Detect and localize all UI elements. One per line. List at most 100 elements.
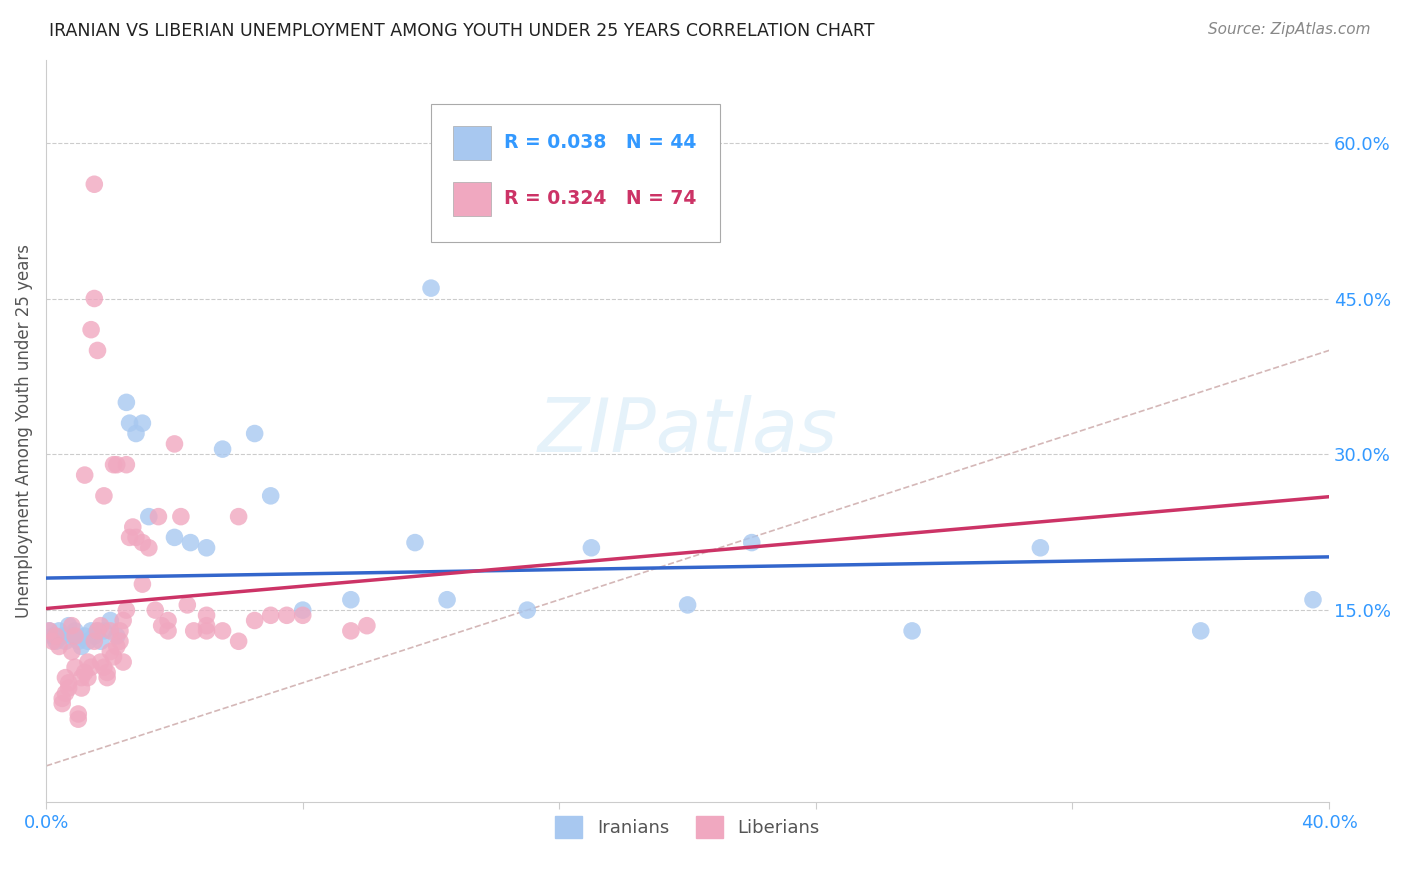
Point xyxy=(98,624,121,638)
Point xyxy=(105,640,128,654)
Point xyxy=(228,634,250,648)
Point xyxy=(112,655,135,669)
Point xyxy=(211,442,233,456)
Point xyxy=(125,530,148,544)
Point xyxy=(176,598,198,612)
Point xyxy=(131,535,153,549)
Point xyxy=(67,706,90,721)
Point xyxy=(195,618,218,632)
Text: R = 0.038   N = 44: R = 0.038 N = 44 xyxy=(505,133,696,153)
Point xyxy=(60,629,83,643)
Point xyxy=(103,458,125,472)
Point xyxy=(98,645,121,659)
Point xyxy=(67,712,90,726)
Point xyxy=(121,520,143,534)
Point xyxy=(901,624,924,638)
Point xyxy=(115,458,138,472)
Point xyxy=(1302,592,1324,607)
Point xyxy=(73,468,96,483)
Point xyxy=(41,634,63,648)
Point xyxy=(70,671,93,685)
Point xyxy=(131,577,153,591)
Point xyxy=(131,416,153,430)
Point xyxy=(98,614,121,628)
Point xyxy=(51,629,73,643)
Point xyxy=(228,509,250,524)
Point xyxy=(60,645,83,659)
Point xyxy=(1189,624,1212,638)
Point xyxy=(1029,541,1052,555)
Point xyxy=(108,624,131,638)
Point xyxy=(80,624,103,638)
Point xyxy=(143,603,166,617)
Point xyxy=(291,603,314,617)
Point xyxy=(55,686,77,700)
Point xyxy=(83,178,105,192)
Point xyxy=(93,624,115,638)
Point xyxy=(51,691,73,706)
Point xyxy=(356,618,378,632)
Point xyxy=(60,618,83,632)
Point xyxy=(676,598,699,612)
Point xyxy=(70,640,93,654)
Point xyxy=(58,675,80,690)
Point xyxy=(581,541,603,555)
Point xyxy=(157,614,180,628)
Y-axis label: Unemployment Among Youth under 25 years: Unemployment Among Youth under 25 years xyxy=(15,244,32,618)
Point xyxy=(516,603,538,617)
Point xyxy=(77,634,100,648)
Point xyxy=(260,489,283,503)
Point xyxy=(195,608,218,623)
Text: ZIPatlas: ZIPatlas xyxy=(537,395,838,467)
FancyBboxPatch shape xyxy=(432,104,720,242)
Point xyxy=(148,509,170,524)
Point xyxy=(41,629,63,643)
Point xyxy=(48,624,70,638)
Point xyxy=(86,624,108,638)
Point xyxy=(103,649,125,664)
Point xyxy=(38,624,60,638)
Point xyxy=(138,509,160,524)
Point xyxy=(80,323,103,337)
Point xyxy=(243,426,266,441)
Point xyxy=(260,608,283,623)
Point xyxy=(51,697,73,711)
Point xyxy=(86,624,108,638)
Point xyxy=(90,634,112,648)
Point xyxy=(86,343,108,358)
Point xyxy=(163,437,186,451)
Point xyxy=(211,624,233,638)
Point xyxy=(138,541,160,555)
Point xyxy=(195,541,218,555)
Point xyxy=(340,624,363,638)
Point xyxy=(404,535,426,549)
Point xyxy=(38,624,60,638)
Point xyxy=(80,660,103,674)
Point xyxy=(63,660,86,674)
Point xyxy=(170,509,193,524)
Point xyxy=(67,634,90,648)
Point xyxy=(108,634,131,648)
Point xyxy=(58,618,80,632)
Point xyxy=(183,624,205,638)
Point xyxy=(157,624,180,638)
Point xyxy=(77,671,100,685)
Point xyxy=(115,395,138,409)
Point xyxy=(83,292,105,306)
Point xyxy=(90,618,112,632)
Point xyxy=(93,489,115,503)
Point xyxy=(163,530,186,544)
Point xyxy=(83,629,105,643)
Point xyxy=(436,592,458,607)
Point xyxy=(55,634,77,648)
Point xyxy=(291,608,314,623)
Point xyxy=(195,624,218,638)
FancyBboxPatch shape xyxy=(453,182,491,216)
Point xyxy=(340,592,363,607)
Text: Source: ZipAtlas.com: Source: ZipAtlas.com xyxy=(1208,22,1371,37)
Point xyxy=(73,665,96,680)
Point xyxy=(58,681,80,695)
Point xyxy=(118,416,141,430)
Point xyxy=(276,608,298,623)
Text: R = 0.324   N = 74: R = 0.324 N = 74 xyxy=(505,189,696,208)
